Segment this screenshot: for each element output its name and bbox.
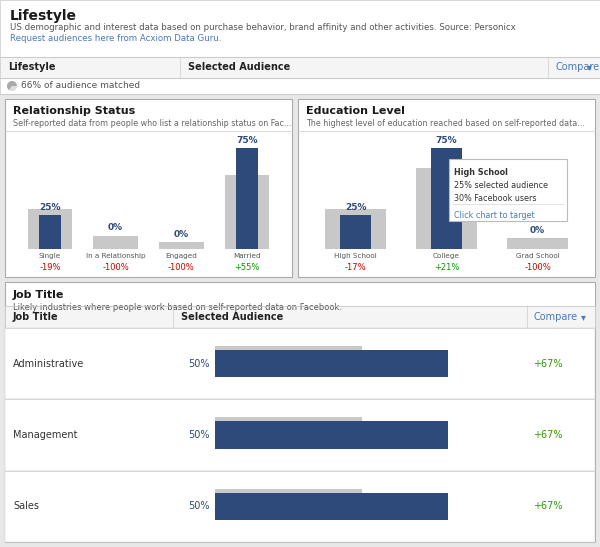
- Bar: [215, 421, 448, 449]
- Text: High School: High School: [455, 168, 508, 177]
- Bar: [5, 282, 595, 542]
- Text: 66% of audience matched: 66% of audience matched: [21, 82, 140, 90]
- Text: High School: High School: [334, 253, 377, 259]
- Text: ▾: ▾: [581, 312, 586, 322]
- Bar: [5, 306, 595, 328]
- Text: Grad School: Grad School: [515, 253, 559, 259]
- Bar: [431, 148, 462, 249]
- Text: Sales: Sales: [13, 502, 39, 511]
- Bar: [506, 238, 568, 249]
- Text: -17%: -17%: [344, 263, 367, 272]
- Text: 25%: 25%: [345, 203, 366, 212]
- Bar: [215, 493, 448, 520]
- Bar: [340, 216, 371, 249]
- Text: +21%: +21%: [434, 263, 459, 272]
- Text: 25%: 25%: [39, 203, 61, 212]
- Text: -100%: -100%: [102, 263, 129, 272]
- Text: Selected Audience: Selected Audience: [188, 62, 290, 73]
- Bar: [215, 488, 362, 504]
- Text: Lifestyle: Lifestyle: [10, 9, 77, 23]
- Text: 75%: 75%: [236, 136, 258, 145]
- Text: 50%: 50%: [188, 430, 210, 440]
- Text: 0%: 0%: [174, 230, 189, 239]
- Text: Click chart to target: Click chart to target: [455, 211, 535, 220]
- Text: The highest level of education reached based on self-reported data...: The highest level of education reached b…: [306, 119, 585, 128]
- Text: 50%: 50%: [188, 502, 210, 511]
- Bar: [215, 417, 362, 432]
- Text: Request audiences here from Acxiom Data Guru.: Request audiences here from Acxiom Data …: [10, 34, 221, 43]
- Text: Relationship Status: Relationship Status: [13, 106, 135, 116]
- Bar: [416, 168, 478, 249]
- Text: ▾: ▾: [587, 62, 592, 73]
- Bar: [225, 174, 269, 249]
- Wedge shape: [7, 81, 17, 90]
- Text: College: College: [433, 253, 460, 259]
- Text: Management: Management: [13, 430, 77, 440]
- Bar: [0, 0, 600, 57]
- Bar: [5, 99, 292, 277]
- Bar: [449, 159, 566, 221]
- Bar: [0, 78, 600, 94]
- Text: Compare: Compare: [533, 312, 577, 322]
- Bar: [28, 208, 72, 249]
- Text: +67%: +67%: [533, 502, 563, 511]
- Text: US demographic and interest data based on purchase behavior, brand affinity and : US demographic and interest data based o…: [10, 23, 516, 32]
- Text: 0%: 0%: [108, 224, 123, 232]
- Text: Lifestyle: Lifestyle: [8, 62, 56, 73]
- Bar: [0, 57, 600, 78]
- Text: -100%: -100%: [524, 263, 551, 272]
- Text: Education Level: Education Level: [306, 106, 405, 116]
- Text: Engaged: Engaged: [166, 253, 197, 259]
- Bar: [5, 470, 595, 542]
- Bar: [159, 242, 204, 249]
- Text: +67%: +67%: [533, 359, 563, 369]
- Text: Job Title: Job Title: [13, 290, 64, 300]
- Text: Self-reported data from people who list a relationship status on Fac...: Self-reported data from people who list …: [13, 119, 292, 128]
- Text: In a Relationship: In a Relationship: [86, 253, 145, 259]
- Text: Administrative: Administrative: [13, 359, 84, 369]
- Bar: [5, 328, 595, 399]
- Text: Job Title: Job Title: [13, 312, 59, 322]
- Bar: [298, 99, 595, 277]
- Bar: [236, 148, 259, 249]
- Bar: [93, 236, 138, 249]
- Text: Married: Married: [233, 253, 261, 259]
- Text: 30% Facebook users: 30% Facebook users: [455, 194, 537, 203]
- Wedge shape: [10, 86, 17, 91]
- Text: +55%: +55%: [235, 263, 260, 272]
- Text: -100%: -100%: [168, 263, 195, 272]
- Text: 25% selected audience: 25% selected audience: [455, 181, 548, 190]
- Bar: [325, 208, 386, 249]
- Bar: [215, 350, 448, 377]
- Bar: [5, 399, 595, 470]
- Bar: [38, 216, 61, 249]
- Text: -19%: -19%: [39, 263, 61, 272]
- Text: Single: Single: [39, 253, 61, 259]
- Text: Likely industries where people work based on self-reported data on Facebook.: Likely industries where people work base…: [13, 303, 342, 312]
- Text: Compare: Compare: [555, 62, 599, 73]
- Text: 0%: 0%: [530, 226, 545, 235]
- Bar: [215, 346, 362, 361]
- Text: 75%: 75%: [436, 136, 457, 145]
- Text: +67%: +67%: [533, 430, 563, 440]
- Text: 50%: 50%: [188, 359, 210, 369]
- Text: Selected Audience: Selected Audience: [181, 312, 283, 322]
